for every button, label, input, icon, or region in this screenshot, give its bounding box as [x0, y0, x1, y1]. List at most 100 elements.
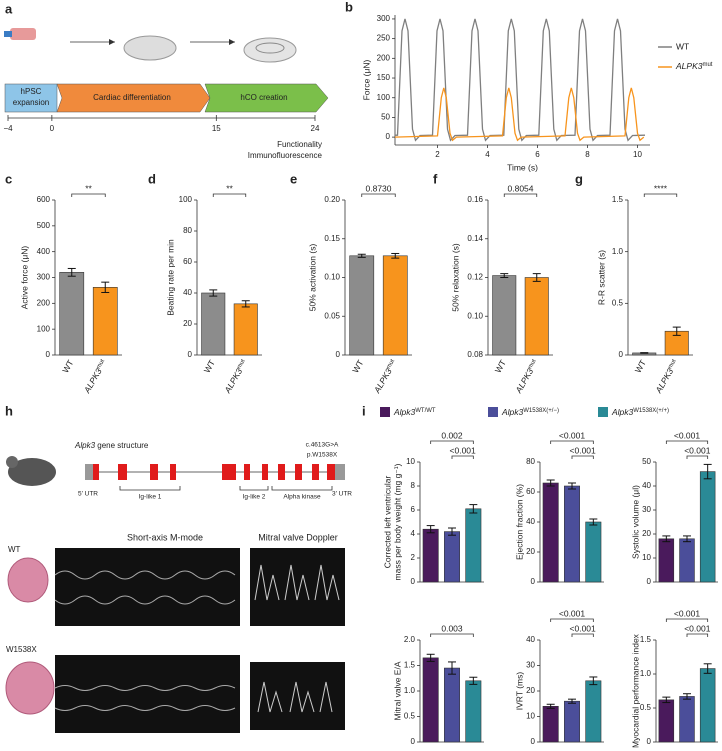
significance-bracket [212, 193, 247, 197]
x-tick-label-sup: mut [527, 358, 537, 370]
heart-section [7, 557, 49, 603]
x-tick-label-sup: mut [96, 358, 106, 370]
y-tick-label: 0.5 [404, 712, 416, 721]
panel-label: b [345, 0, 353, 14]
panel-a: hPSC expansion Cardiac differentiation h… [4, 28, 329, 160]
y-tick-label: 1.0 [404, 686, 416, 695]
y-axis-label: 50% relaxation (s) [450, 243, 460, 312]
bar [465, 508, 482, 583]
utr [335, 464, 345, 480]
significance-label: <0.001 [570, 445, 597, 455]
y-axis-label: Myocardial performance index [630, 633, 640, 748]
bar [564, 700, 580, 743]
y-tick-label: 0 [411, 577, 416, 586]
significance-bracket [665, 618, 709, 622]
domain-label: 5′ UTR [78, 491, 98, 498]
y-tick-label: 1.0 [640, 669, 652, 678]
legend-swatch [488, 407, 498, 417]
bar [658, 699, 675, 743]
y-tick-label: 500 [37, 221, 51, 230]
significance-label: **** [654, 183, 668, 193]
legend-label: Alpk3WT/WT [393, 407, 436, 417]
x-tick-label-main: ALPK3 [372, 367, 395, 396]
y-axis-label: mass per body weight (mg g⁻¹) [392, 463, 402, 580]
y-tick-label: 0.14 [467, 234, 483, 243]
significance-bracket [361, 193, 396, 197]
exon [118, 464, 127, 480]
bar [444, 531, 460, 583]
legend-label: WT [676, 41, 689, 51]
y-tick-label: 0 [386, 132, 391, 141]
series-line [395, 18, 646, 142]
exon [150, 464, 158, 480]
x-tick-label: 10 [633, 150, 642, 159]
significance-label: ** [226, 183, 233, 193]
x-tick-label-main: ALPK3 [653, 367, 676, 396]
bar [699, 668, 716, 743]
legend-label: ALPK3mut [675, 61, 713, 71]
y-tick-label: 100 [37, 324, 51, 333]
y-axis-label: IVRT (ms) [514, 672, 524, 711]
significance-label: <0.001 [674, 430, 701, 440]
panel-label: c [5, 171, 12, 186]
panel-label: f [433, 171, 438, 186]
significance-label: 0.003 [441, 623, 463, 633]
exon [295, 464, 302, 480]
doppler-trace [254, 564, 340, 601]
y-tick-label: 0.16 [467, 195, 483, 204]
significance-label: <0.001 [559, 430, 586, 440]
bar [492, 275, 517, 356]
y-tick-label: 600 [37, 195, 51, 204]
significance-bracket [571, 455, 594, 459]
x-tick-label-main: ALPK3 [222, 367, 245, 396]
y-tick-label: 100 [179, 195, 193, 204]
gene-name: Alpk3 [74, 441, 96, 450]
y-tick-label: 200 [37, 298, 51, 307]
y-tick-label: 20 [526, 547, 535, 556]
legend-label-main: Alpk3 [501, 407, 524, 417]
echo-title: Short-axis M-mode [127, 532, 203, 542]
significance-label: <0.001 [674, 608, 701, 618]
y-tick-label: 0 [188, 350, 193, 359]
domain-label: Ig-like 1 [139, 494, 162, 501]
y-tick-label: 20 [183, 319, 192, 328]
x-tick-label: WT [493, 358, 508, 374]
y-tick-label: 30 [526, 661, 535, 670]
y-tick-label: 8 [411, 481, 416, 490]
y-tick-label: 10 [642, 553, 651, 562]
y-tick-label: 0 [336, 350, 341, 359]
y-tick-label: 0 [531, 577, 536, 586]
arrow-head [109, 39, 115, 45]
y-axis-label: Beating rate per min [165, 239, 175, 316]
significance-label: <0.001 [570, 623, 597, 633]
row-label: W1538X [6, 645, 37, 654]
y-tick-label: 0.10 [324, 273, 340, 282]
x-tick-label: WT [202, 358, 217, 374]
y-axis-label: Mitral valve E/A [392, 661, 402, 720]
bar [699, 471, 716, 583]
y-tick-label: 100 [377, 93, 391, 102]
output-label: Functionality [277, 140, 322, 149]
exon [327, 464, 335, 480]
y-tick-label: 0.5 [640, 703, 652, 712]
x-tick-label-sup: mut [667, 358, 677, 370]
utr [85, 464, 93, 480]
x-tick-label-sup: mut [236, 358, 246, 370]
domain-bracket [119, 486, 333, 491]
x-tick-label-main: ALPK3 [82, 367, 105, 396]
panel-label: h [5, 403, 13, 418]
y-tick-label: 40 [526, 635, 535, 644]
gene-title: Alpk3 gene structure [74, 441, 149, 450]
m-mode-trace [54, 685, 236, 711]
bar [585, 680, 602, 743]
bar [444, 667, 460, 743]
y-tick-label: 0 [647, 577, 652, 586]
x-tick-label: WT [350, 358, 365, 374]
bar [92, 287, 118, 356]
echo-title: Mitral valve Doppler [258, 532, 338, 542]
panel-label: d [148, 171, 156, 186]
gene-title-rest: gene structure [95, 441, 149, 450]
step-hco [204, 83, 329, 113]
y-tick-label: 20 [642, 529, 651, 538]
flask-cap [4, 31, 12, 37]
